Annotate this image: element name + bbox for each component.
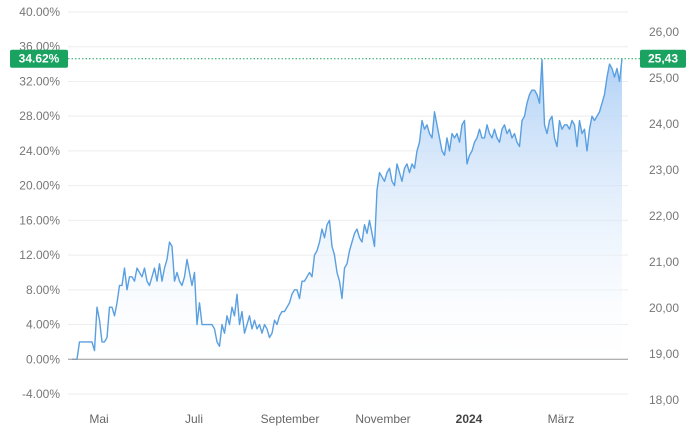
x-tick-label: 2024 xyxy=(456,412,483,426)
price-badge xyxy=(640,49,686,68)
x-tick-label: November xyxy=(355,412,410,426)
y-left-tick-label: 28.00% xyxy=(19,109,60,123)
area-fill xyxy=(72,58,622,360)
y-left-tick-label: 16.00% xyxy=(19,213,60,227)
y-right-tick-label: 18,00 xyxy=(649,393,679,407)
y-left-tick-label: 12.00% xyxy=(19,248,60,262)
y-left-tick-label: 0.00% xyxy=(26,352,60,366)
y-left-tick-label: 32.00% xyxy=(19,74,60,88)
y-right-tick-label: 24,00 xyxy=(649,117,679,131)
x-tick-label: Mai xyxy=(89,412,108,426)
x-tick-label: September xyxy=(261,412,320,426)
x-axis: Mai Juli September November 2024 März xyxy=(89,412,574,426)
y-right-tick-label: 19,00 xyxy=(649,347,679,361)
y-left-tick-label: 8.00% xyxy=(26,283,60,297)
series-line[interactable] xyxy=(72,58,623,360)
y-axis-right: 26,00 25,00 24,00 23,00 22,00 21,00 20,00 19,00… xyxy=(649,25,679,407)
y-right-tick-label: 26,00 xyxy=(649,25,679,39)
area-path xyxy=(72,58,622,360)
y-right-tick-label: 20,00 xyxy=(649,301,679,315)
x-tick-label: Juli xyxy=(185,412,203,426)
price-line[interactable] xyxy=(72,58,623,360)
current-badges: 34.62% 25,43 xyxy=(10,49,686,68)
y-left-tick-label: -4.00% xyxy=(22,387,60,401)
y-right-tick-label: 22,00 xyxy=(649,209,679,223)
percent-badge xyxy=(10,49,68,68)
y-axis-left: 40.00%36.00%32.00%28.00%24.00%20.00%16.0… xyxy=(19,5,60,401)
y-left-tick-label: 40.00% xyxy=(19,5,60,19)
percent-badge-label: 34.62% xyxy=(19,52,60,66)
price-badge-label: 25,43 xyxy=(648,52,678,66)
y-left-tick-label: 20.00% xyxy=(19,179,60,193)
y-right-tick-label: 21,00 xyxy=(649,255,679,269)
x-tick-label: März xyxy=(548,412,575,426)
y-left-tick-label: 24.00% xyxy=(19,144,60,158)
y-left-tick-label: 4.00% xyxy=(26,318,60,332)
y-right-tick-label: 23,00 xyxy=(649,163,679,177)
y-right-tick-label: 25,00 xyxy=(649,71,679,85)
